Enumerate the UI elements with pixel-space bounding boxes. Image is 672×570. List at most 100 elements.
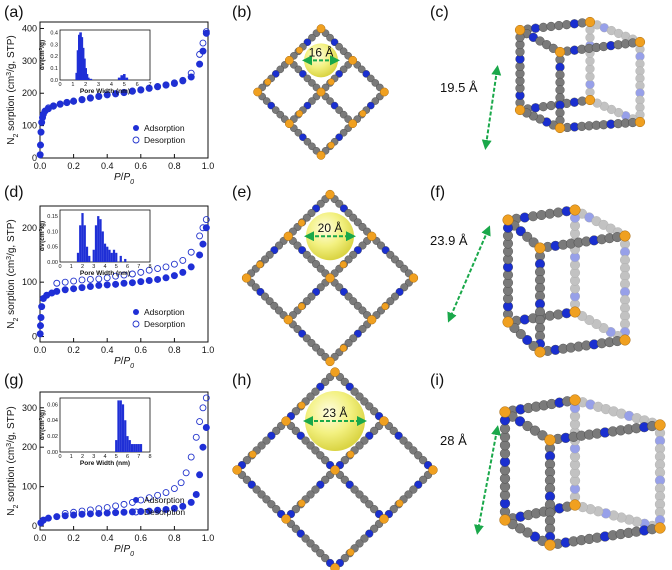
linker-atom (357, 65, 366, 74)
metal-node (283, 315, 293, 325)
inset-frame (59, 397, 151, 453)
legend-marker-desorption (132, 508, 140, 516)
adsorption-point (179, 502, 187, 510)
linker-atom (654, 483, 666, 494)
x-tick-label: 0.0 (34, 533, 47, 543)
inset-bar (110, 252, 113, 262)
linker-atom (340, 475, 349, 484)
inset-x-tick-label: 8 (148, 454, 151, 460)
linker-atom (623, 410, 635, 422)
linker-atom (321, 377, 330, 386)
linker-atom (635, 81, 645, 91)
adsorption-point (38, 303, 46, 311)
metal-node (281, 416, 291, 426)
linker-atom (522, 335, 533, 346)
desorption-point (120, 500, 128, 508)
x-tick-label: 0.8 (168, 161, 181, 171)
linker-atom (569, 419, 581, 430)
metal-node (379, 416, 389, 426)
linker-atom (360, 397, 369, 406)
y-tick-label: 400 (22, 23, 37, 33)
linker-atom (326, 97, 334, 105)
metal-node (359, 110, 367, 118)
linker-atom (301, 534, 310, 543)
linker-atom (252, 485, 261, 494)
adsorption-point (128, 508, 136, 516)
x-tick-label: 0.4 (101, 345, 114, 355)
linker-atom (301, 436, 310, 445)
linker-atom (370, 505, 379, 514)
inset-x-tick-label: 1 (70, 454, 73, 460)
linker-atom (276, 65, 285, 74)
linker-atom (303, 74, 312, 83)
linker-atom (360, 495, 369, 504)
metal-node (428, 465, 438, 475)
inset-y-axis-label: dV(cm3/g) (38, 410, 47, 440)
cage-dimension-arrow (474, 425, 501, 535)
legend-label-adsorption: Adsorption (144, 495, 185, 505)
framework-structure-b: 16 Å (253, 24, 389, 160)
metal-node (654, 522, 666, 534)
framework-structure-e: 20 Å (241, 189, 419, 367)
adsorption-point (120, 279, 128, 287)
adsorption-point (145, 277, 153, 285)
inset-bar (112, 249, 116, 262)
metal-node (367, 231, 377, 241)
linker-atom (339, 110, 348, 119)
x-tick-label: 0.4 (101, 161, 114, 171)
adsorption-point (170, 272, 178, 280)
inset-y-tick-label: 0.10 (47, 229, 58, 235)
adsorption-point (103, 281, 111, 289)
cage-dimension-label: 28 Å (440, 433, 467, 448)
desorption-point (154, 82, 162, 90)
inset-x-tick-label: 1 (70, 264, 73, 270)
metal-node (316, 24, 326, 34)
linker-atom (514, 416, 526, 427)
desorption-point (112, 272, 120, 280)
inset-bar (133, 444, 136, 452)
desorption-point (145, 84, 153, 92)
desorption-point (78, 507, 86, 515)
y-tick-label: 100 (22, 121, 37, 131)
inset-y-tick-label: 0.0 (50, 78, 58, 84)
linker-atom (242, 456, 251, 465)
metal-node (619, 334, 631, 346)
adsorption-point (128, 279, 136, 287)
linker-atom (409, 446, 418, 455)
adsorption-point (145, 507, 153, 515)
metal-node (534, 346, 546, 358)
linker-atom (515, 329, 526, 340)
desorption-point (202, 216, 210, 224)
inset-bar (117, 400, 120, 452)
adsorption-point (154, 506, 162, 514)
inset-bar (81, 213, 84, 262)
linker-atom (570, 283, 581, 294)
linker-atom (340, 377, 349, 386)
adsorption-point (36, 330, 44, 338)
linker-atom (355, 441, 364, 450)
desorption-point (86, 275, 94, 283)
inset-bar (126, 436, 129, 452)
desorption-point (187, 248, 195, 256)
inset-y-tick-label: 0.02 (47, 434, 58, 440)
metal-node (241, 273, 252, 283)
metal-node (295, 46, 303, 54)
linker-atom (536, 209, 547, 220)
adsorption-point (112, 509, 120, 517)
linker-atom (242, 475, 251, 484)
inset-y-tick-label: 0.00 (47, 260, 58, 266)
isotherm-plot-g: 0.0 0.2 0.4 0.6 0.8 1.0 0 100 200 300 P/P0 N2 sorpt… (6, 391, 214, 558)
linker-atom (570, 267, 581, 278)
linker-atom (404, 490, 413, 499)
x-tick-label: 0.6 (135, 161, 148, 171)
linker-atom (544, 208, 555, 219)
linker-atom (606, 104, 617, 115)
inset-bar (81, 47, 85, 80)
linker-atom (362, 70, 371, 78)
linker-atom (635, 51, 645, 62)
metal-node (569, 204, 581, 216)
linker-atom (620, 246, 631, 257)
adsorption-point (199, 443, 207, 451)
desorption-point (170, 260, 178, 268)
linker-atom (257, 441, 266, 450)
